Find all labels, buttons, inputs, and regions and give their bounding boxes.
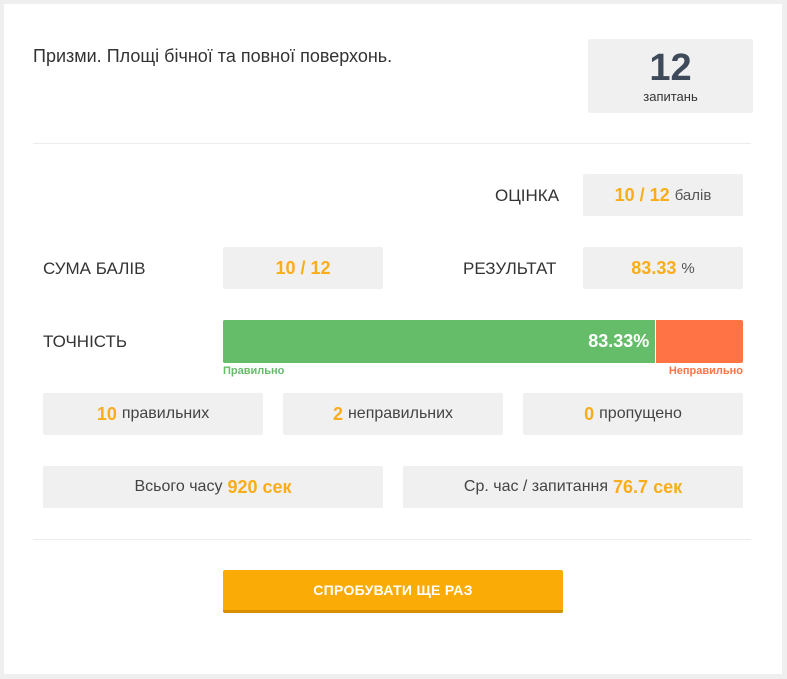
correct-count-label: правильних	[121, 405, 210, 422]
score-sum-value: 10 / 12	[275, 257, 331, 278]
total-time-label: Всього часу	[134, 478, 223, 495]
total-time-value: 920 сек	[227, 476, 292, 497]
results-card: Призми. Площі бічної та повної поверхонь…	[4, 4, 782, 674]
quiz-title: Призми. Площі бічної та повної поверхонь…	[33, 46, 393, 66]
correct-count-pill: 10 правильних	[43, 393, 263, 435]
incorrect-count: 2	[332, 403, 343, 424]
result-unit: %	[681, 259, 695, 277]
question-count-box: 12 запитань	[588, 39, 753, 113]
avg-time-label: Ср. час / запитання	[463, 478, 609, 495]
accuracy-label: ТОЧНІСТЬ	[43, 332, 128, 351]
correct-count: 10	[96, 403, 117, 424]
avg-time-pill: Ср. час / запитання 76.7 сек	[403, 466, 743, 508]
question-count-label: запитань	[643, 89, 698, 104]
accuracy-incorrect-label: Неправильно	[668, 365, 743, 377]
retry-button[interactable]: СПРОБУВАТИ ЩЕ РАЗ	[223, 570, 563, 613]
accuracy-correct-label: Правильно	[223, 365, 285, 377]
skipped-count-label: пропущено	[599, 405, 682, 422]
accuracy-bar-correct: 83.33%	[223, 320, 657, 363]
score-sum-pill: 10 / 12	[223, 247, 383, 289]
incorrect-count-label: неправильних	[347, 405, 454, 422]
result-label: РЕЗУЛЬТАТ	[463, 259, 557, 278]
score-sum-label: СУМА БАЛІВ	[43, 259, 146, 278]
result-value: 83.33	[631, 257, 677, 278]
skipped-count-pill: 0 пропущено	[523, 393, 743, 435]
total-time-pill: Всього часу 920 сек	[43, 466, 383, 508]
accuracy-bar: 83.33%	[223, 320, 743, 363]
skipped-count: 0	[584, 403, 595, 424]
accuracy-percent: 83.33%	[588, 331, 650, 351]
question-count: 12	[649, 47, 692, 89]
divider-top	[33, 143, 751, 144]
divider-bottom	[33, 539, 751, 540]
grade-pill: 10 / 12 балів	[583, 174, 743, 216]
avg-time-value: 76.7 сек	[613, 476, 683, 497]
result-pill: 83.33 %	[583, 247, 743, 289]
grade-unit: балів	[674, 186, 712, 204]
grade-value: 10 / 12	[614, 184, 670, 205]
incorrect-count-pill: 2 неправильних	[283, 393, 503, 435]
grade-label: ОЦІНКА	[495, 186, 560, 205]
